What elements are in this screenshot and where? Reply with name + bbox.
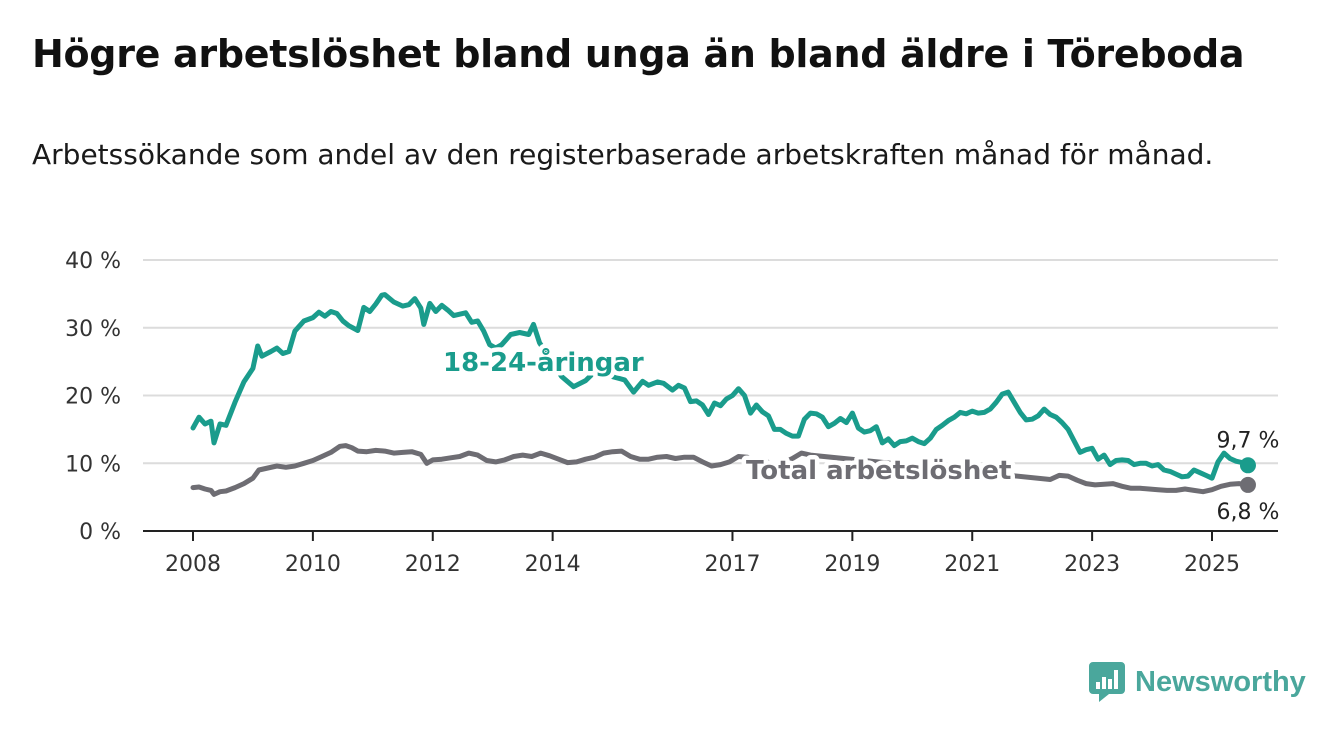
chart-subtitle: Arbetssökande som andel av den registerb… [32, 138, 1214, 171]
y-axis: 0 % 10 % 20 % 30 % 40 % [65, 249, 121, 545]
series-label-total: Total arbetslöshet [746, 456, 1011, 486]
brand-name: Newsworthy [1135, 665, 1306, 698]
x-tick-label: 2010 [285, 552, 341, 577]
series-label-young: 18-24-åringar [443, 346, 644, 378]
end-value-total: 6,8 % [1217, 500, 1280, 525]
y-tick-label: 0 % [79, 520, 121, 545]
series-layer [190, 292, 1256, 497]
series-line-total [190, 443, 1251, 497]
y-tick-label: 30 % [65, 317, 121, 342]
end-value-young: 9,7 % [1217, 428, 1280, 453]
x-tick-label: 2008 [165, 552, 221, 577]
x-tick-label: 2025 [1184, 552, 1240, 577]
series-line-young [190, 292, 1251, 481]
x-tick-label: 2014 [525, 552, 581, 577]
x-tick-label: 2019 [824, 552, 880, 577]
chart-title: Högre arbetslöshet bland unga än bland ä… [32, 32, 1245, 76]
x-tick-label: 2017 [704, 552, 760, 577]
x-tick-label: 2023 [1064, 552, 1120, 577]
x-tick-label: 2021 [944, 552, 1000, 577]
y-tick-label: 20 % [65, 385, 121, 410]
series-labels: 18-24-åringar Total arbetslöshet 9,7 % 6,8 … [439, 342, 1280, 525]
bar-chart-icon [1089, 662, 1125, 702]
x-tick-label: 2012 [405, 552, 461, 577]
grid-lines [143, 259, 1278, 465]
end-dot-young [1239, 457, 1256, 474]
y-tick-label: 10 % [65, 452, 121, 477]
y-tick-label: 40 % [65, 249, 121, 274]
newsworthy-logo: Newsworthy [1089, 660, 1306, 704]
x-axis: 2008 2010 2012 2014 2017 2019 2021 2023 2025 [143, 530, 1278, 577]
end-dot-total [1239, 476, 1256, 493]
